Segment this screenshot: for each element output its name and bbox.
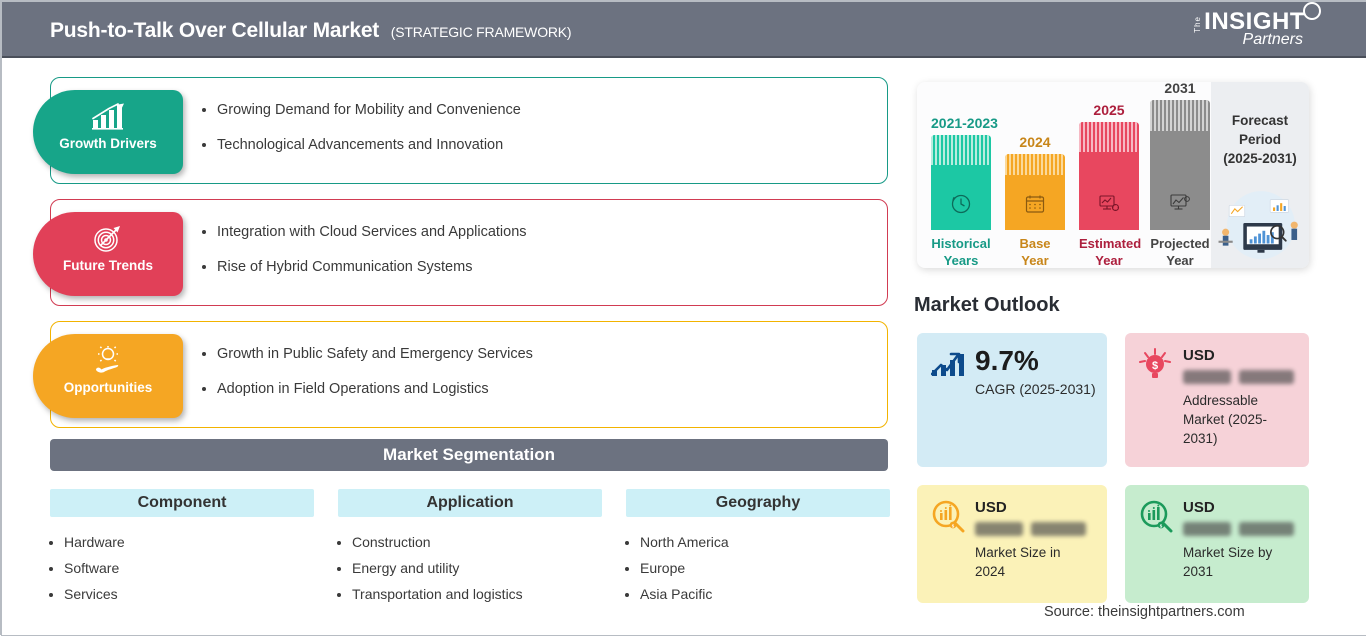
svg-text:$: $ xyxy=(1152,360,1158,372)
